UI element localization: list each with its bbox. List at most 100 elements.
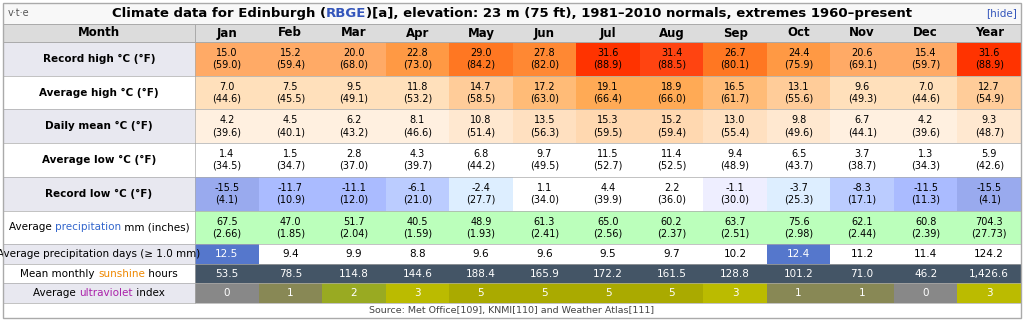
Text: 26.7
(80.1): 26.7 (80.1)	[721, 48, 750, 70]
Text: 1.5
(34.7): 1.5 (34.7)	[275, 149, 305, 171]
Text: 29.0
(84.2): 29.0 (84.2)	[466, 48, 496, 70]
Text: Average precipitation days (≥ 1.0 mm): Average precipitation days (≥ 1.0 mm)	[0, 249, 201, 259]
Text: 12.5: 12.5	[215, 249, 239, 259]
Text: 161.5: 161.5	[656, 269, 686, 279]
Text: Average: Average	[8, 222, 54, 232]
Bar	[767, 244, 830, 264]
Text: 3: 3	[414, 288, 421, 298]
Bar	[386, 42, 450, 76]
Text: 5: 5	[605, 288, 611, 298]
Bar	[703, 109, 767, 143]
Text: 24.4
(75.9): 24.4 (75.9)	[784, 48, 813, 70]
Bar	[703, 283, 767, 303]
Text: 7.0
(44.6): 7.0 (44.6)	[212, 82, 242, 103]
Bar	[894, 109, 957, 143]
Bar	[258, 177, 323, 211]
Text: 46.2: 46.2	[914, 269, 937, 279]
Text: 47.0
(1.85): 47.0 (1.85)	[275, 217, 305, 238]
Text: 172.2: 172.2	[593, 269, 623, 279]
Text: 10.2: 10.2	[724, 249, 746, 259]
Text: Daily mean °C (°F): Daily mean °C (°F)	[45, 121, 153, 131]
Bar	[195, 177, 258, 211]
Bar	[577, 42, 640, 76]
Bar	[323, 244, 386, 264]
Text: 3: 3	[986, 288, 992, 298]
Text: 1.3
(34.3): 1.3 (34.3)	[911, 149, 940, 171]
Text: 3: 3	[732, 288, 738, 298]
Bar	[703, 42, 767, 76]
Text: 9.5: 9.5	[600, 249, 616, 259]
Bar	[195, 283, 258, 303]
Bar	[323, 42, 386, 76]
Text: 6.2
(43.2): 6.2 (43.2)	[339, 116, 369, 137]
Text: 8.1
(46.6): 8.1 (46.6)	[402, 116, 432, 137]
Bar	[513, 143, 577, 177]
Text: 101.2: 101.2	[783, 269, 813, 279]
Text: 9.8
(49.6): 9.8 (49.6)	[784, 116, 813, 137]
Bar	[323, 143, 386, 177]
Bar	[577, 177, 640, 211]
Bar	[3, 303, 1021, 318]
Bar	[577, 264, 640, 283]
Text: 15.2
(59.4): 15.2 (59.4)	[275, 48, 305, 70]
Text: 3.7
(38.7): 3.7 (38.7)	[848, 149, 877, 171]
Bar	[767, 42, 830, 76]
Text: -8.3
(17.1): -8.3 (17.1)	[848, 183, 877, 204]
Text: Month: Month	[78, 27, 120, 39]
Text: 4.3
(39.7): 4.3 (39.7)	[402, 149, 432, 171]
Text: Average: Average	[34, 288, 79, 298]
Text: -6.1
(21.0): -6.1 (21.0)	[402, 183, 432, 204]
Bar	[3, 24, 1021, 42]
Bar	[3, 264, 195, 283]
Text: 31.4
(88.5): 31.4 (88.5)	[657, 48, 686, 70]
Text: 9.9: 9.9	[345, 249, 362, 259]
Text: 144.6: 144.6	[402, 269, 432, 279]
Text: 15.0
(59.0): 15.0 (59.0)	[212, 48, 242, 70]
Text: hours: hours	[145, 269, 178, 279]
Text: 6.7
(44.1): 6.7 (44.1)	[848, 116, 877, 137]
Bar	[3, 76, 195, 109]
Text: 14.7
(58.5): 14.7 (58.5)	[466, 82, 496, 103]
Bar	[640, 244, 703, 264]
Bar	[703, 211, 767, 244]
Bar	[258, 244, 323, 264]
Text: 10.8
(51.4): 10.8 (51.4)	[466, 116, 496, 137]
Text: Oct: Oct	[787, 27, 810, 39]
Bar	[386, 264, 450, 283]
Bar	[957, 177, 1021, 211]
Text: 11.8
(53.2): 11.8 (53.2)	[402, 82, 432, 103]
Text: 2: 2	[350, 288, 357, 298]
Text: 5.9
(42.6): 5.9 (42.6)	[975, 149, 1004, 171]
Bar	[323, 177, 386, 211]
Text: Record low °C (°F): Record low °C (°F)	[45, 189, 153, 199]
Text: -11.5
(11.3): -11.5 (11.3)	[911, 183, 940, 204]
Bar	[577, 143, 640, 177]
Text: 53.5: 53.5	[215, 269, 239, 279]
Text: 9.6
(49.3): 9.6 (49.3)	[848, 82, 877, 103]
Bar	[577, 76, 640, 109]
Bar	[386, 177, 450, 211]
Text: Mean monthly: Mean monthly	[20, 269, 98, 279]
Text: 11.4
(52.5): 11.4 (52.5)	[656, 149, 686, 171]
Bar	[323, 283, 386, 303]
Text: 4.2
(39.6): 4.2 (39.6)	[212, 116, 242, 137]
Bar	[957, 76, 1021, 109]
Bar	[640, 264, 703, 283]
Text: -11.1
(12.0): -11.1 (12.0)	[339, 183, 369, 204]
Bar	[513, 244, 577, 264]
Text: 15.3
(59.5): 15.3 (59.5)	[593, 116, 623, 137]
Bar	[957, 109, 1021, 143]
Bar	[703, 244, 767, 264]
Bar	[830, 211, 894, 244]
Text: 7.0
(44.6): 7.0 (44.6)	[911, 82, 940, 103]
Text: 13.1
(55.6): 13.1 (55.6)	[784, 82, 813, 103]
Bar	[386, 211, 450, 244]
Bar	[513, 211, 577, 244]
Bar	[513, 283, 577, 303]
Text: 9.7
(49.5): 9.7 (49.5)	[529, 149, 559, 171]
Bar	[3, 109, 195, 143]
Text: Average high °C (°F): Average high °C (°F)	[39, 88, 159, 98]
Text: Jul: Jul	[600, 27, 616, 39]
Bar	[258, 211, 323, 244]
Bar	[957, 143, 1021, 177]
